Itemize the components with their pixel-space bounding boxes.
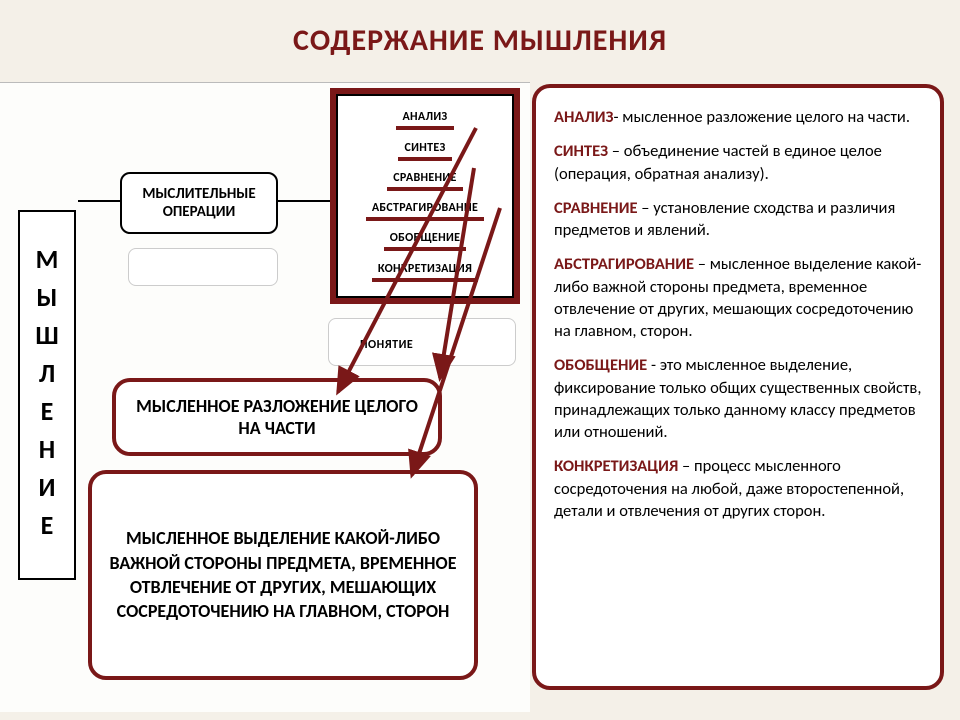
page-title: СОДЕРЖАНИЕ МЫШЛЕНИЯ (0, 22, 960, 59)
definition-item: АНАЛИЗ- мысленное разложение целого на ч… (554, 106, 922, 128)
definition-term: АБСТРАГИРОВАНИЕ (554, 254, 694, 274)
definition-item: ОБОБЩЕНИЕ - это мысленное выделение, фик… (554, 354, 922, 443)
faint-box-2 (328, 318, 516, 366)
terms-inner: АНАЛИЗ СИНТЕЗ СРАВНЕНИЕ АБСТРАГИРОВАНИЕ … (336, 94, 514, 298)
definitions-panel: АНАЛИЗ- мысленное разложение целого на ч… (532, 84, 944, 690)
vertical-label: МЫШЛЕНИЕ (34, 243, 60, 547)
callout-bubble-2: МЫСЛЕННОЕ ВЫДЕЛЕНИЕ КАКОЙ-ЛИБО ВАЖНОЙ СТ… (88, 470, 478, 680)
terms-frame: АНАЛИЗ СИНТЕЗ СРАВНЕНИЕ АБСТРАГИРОВАНИЕ … (330, 88, 520, 304)
callout-bubble-1: МЫСЛЕННОЕ РАЗЛОЖЕНИЕ ЦЕЛОГО НА ЧАСТИ (112, 378, 442, 456)
mid-label: ПОНЯТИЕ (360, 338, 413, 352)
definition-term: ОБОБЩЕНИЕ (554, 355, 647, 375)
definition-term: СИНТЕЗ (554, 141, 608, 161)
term-item: КОНКРЕТИЗАЦИЯ (372, 262, 478, 282)
definition-term: СРАВНЕНИЕ (554, 198, 638, 218)
term-item: АНАЛИЗ (396, 110, 453, 130)
operations-box: МЫСЛИТЕЛЬНЫЕ ОПЕРАЦИИ (120, 172, 278, 234)
connector-2 (278, 200, 330, 202)
definition-item: СРАВНЕНИЕ – установление сходства и разл… (554, 197, 922, 242)
term-item: СРАВНЕНИЕ (387, 171, 462, 191)
definition-item: КОНКРЕТИЗАЦИЯ – процесс мысленного сосре… (554, 455, 922, 522)
definition-term: АНАЛИЗ (554, 107, 614, 127)
definition-item: СИНТЕЗ – объединение частей в единое цел… (554, 140, 922, 185)
definition-term: КОНКРЕТИЗАЦИЯ (554, 456, 678, 476)
term-item: ОБОБЩЕНИЕ (384, 231, 467, 251)
vertical-category-box: МЫШЛЕНИЕ (18, 210, 76, 580)
term-item: АБСТРАГИРОВАНИЕ (366, 201, 484, 221)
connector-1 (78, 200, 120, 202)
faint-box-1 (128, 248, 278, 286)
term-item: СИНТЕЗ (398, 141, 451, 161)
definition-item: АБСТРАГИРОВАНИЕ – мысленное выделение ка… (554, 253, 922, 342)
